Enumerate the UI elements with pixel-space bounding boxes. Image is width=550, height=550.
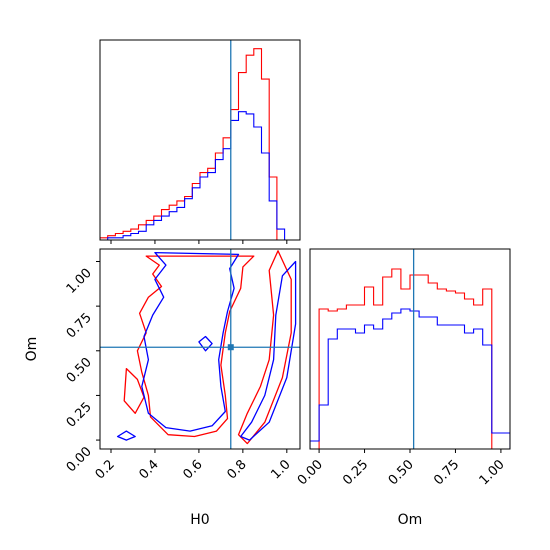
h0-marginal-panel xyxy=(99,39,301,244)
x-axis-label-om: Om xyxy=(398,512,423,528)
om-hist-series-0 xyxy=(310,268,510,449)
contour-x-tick-label-1: 0.4 xyxy=(137,457,162,482)
contour-y-tick-label-0: 0.00 xyxy=(64,444,95,475)
contour-truth-marker xyxy=(227,344,234,351)
om-x-tick-label-3: 0.75 xyxy=(431,457,462,488)
om-x-tick-label-0: 0.00 xyxy=(295,457,326,488)
contour-series-1-level-0 xyxy=(141,251,240,432)
y-axis-label-om: Om xyxy=(24,337,40,362)
om-hist-series-1 xyxy=(310,308,510,449)
x-axis-label-h0: H0 xyxy=(190,512,209,528)
contour-series-1-level-2 xyxy=(198,335,213,352)
contour-x-tick-label-4: 1.0 xyxy=(268,457,293,482)
contour-y-tick-label-3: 0.75 xyxy=(64,310,95,341)
om-x-tick-label-2: 0.50 xyxy=(386,457,417,488)
h0-hist-series-0 xyxy=(100,48,300,240)
contour-x-tick-label-3: 0.8 xyxy=(224,457,249,482)
om-x-tick-label-1: 0.25 xyxy=(340,457,371,488)
contour-frame xyxy=(99,248,301,450)
contour-x-tick-label-2: 0.6 xyxy=(180,457,205,482)
h0-om-contour-panel: 0.2 0.4 0.6 0.8 1.0 0.000.250.500.751.00 H0 … xyxy=(24,248,301,528)
contour-y-tick-label-4: 1.00 xyxy=(64,266,95,297)
contour-series-1-level-1 xyxy=(240,260,297,441)
contour-series-0-level-1 xyxy=(237,250,292,445)
contour-y-tick-label-1: 0.25 xyxy=(64,400,95,431)
contour-series-0-level-2 xyxy=(123,367,145,414)
contour-y-tick-label-2: 0.50 xyxy=(64,355,95,386)
contour-series-0-level-0 xyxy=(136,255,255,438)
h0-hist-series-1 xyxy=(100,111,300,240)
contour-x-tick-label-0: 0.2 xyxy=(93,457,118,482)
contour-series-1-level-3 xyxy=(116,430,136,441)
om-marginal-panel: 0.00 0.25 0.50 0.75 1.00 Om xyxy=(295,248,511,528)
h0-marginal-frame xyxy=(99,39,301,241)
om-x-tick-label-4: 1.00 xyxy=(477,457,508,488)
